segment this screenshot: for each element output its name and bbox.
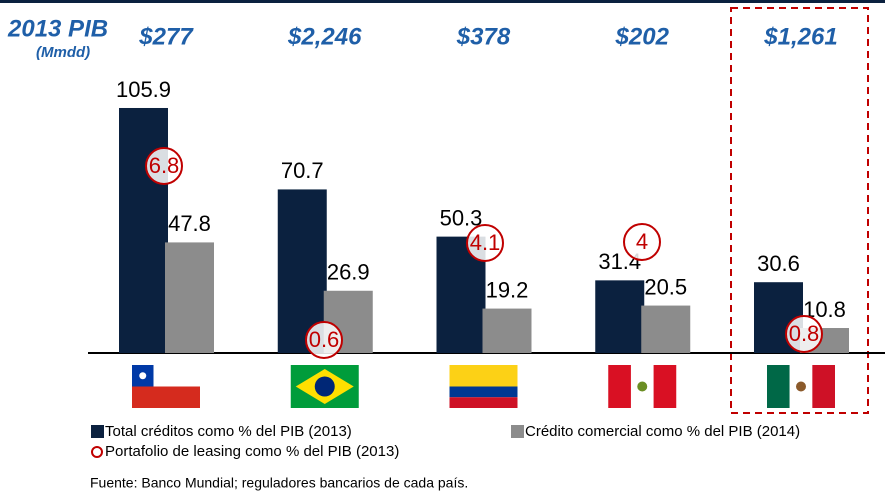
source: Fuente: Banco Mundial; reguladores banca… [90,475,468,491]
value-label: 19.2 [486,277,529,302]
top-rule [0,0,885,3]
gdp-label: $1,261 [763,23,837,50]
flag [139,372,147,380]
value-label: 26.9 [327,260,370,285]
flag [449,365,518,387]
bar [119,107,168,354]
flag [637,381,648,392]
leasing-marker [623,223,661,261]
leasing-label: 6.8 [149,153,180,178]
leasing-marker [305,321,343,359]
flag [767,365,790,408]
legend-swatch [511,425,524,438]
flag [132,386,200,408]
chart-title: 2013 PIB [7,15,108,42]
leasing-label: 4 [636,229,648,254]
flag [449,397,518,408]
leasing-label: 0.8 [789,321,820,346]
legend-swatch [91,446,103,458]
chart-subtitle: (Mmdd) [36,44,90,61]
flag [449,386,518,398]
gdp-label: $378 [456,23,511,50]
leasing-label: 0.6 [309,327,340,352]
value-label: 30.6 [757,251,800,276]
legend-label: Portafolio de leasing como % del PIB (20… [105,443,399,460]
leasing-marker [466,224,504,262]
gdp-label: $2,246 [287,23,362,50]
highlight-box [730,7,869,414]
leasing-marker [145,147,183,185]
legend-swatch [91,425,104,438]
legend-label: Total créditos como % del PIB (2013) [105,423,352,440]
gdp-label: $277 [138,23,194,50]
flag [314,376,335,397]
flag [796,381,806,392]
bar [482,308,532,353]
leasing-label: 4.1 [470,230,501,255]
value-label: 105.9 [116,77,171,102]
legend-label: Crédito comercial como % del PIB (2014) [525,423,800,440]
flag [812,365,835,408]
value-label: 20.5 [644,274,687,299]
value-label: 70.7 [281,158,324,183]
leasing-marker [785,315,823,353]
bar [641,305,691,353]
bar [165,242,214,353]
gdp-label: $202 [615,23,670,50]
bar [595,280,645,353]
value-label: 47.8 [168,211,211,236]
value-label: 50.3 [440,205,483,230]
